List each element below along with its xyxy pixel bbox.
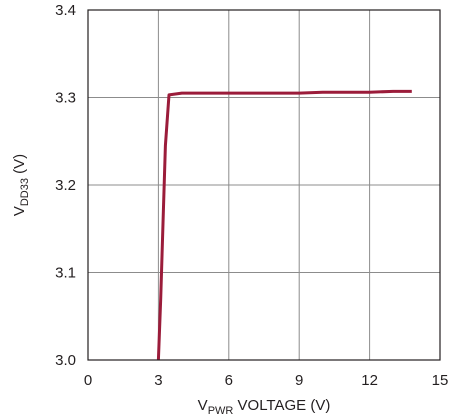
y-axis-title-sub: DD33 <box>19 178 31 206</box>
y-tick-label: 3.1 <box>55 265 76 282</box>
x-axis-title-main: V <box>198 397 208 414</box>
y-tick-label: 3.0 <box>55 352 76 369</box>
y-axis-ticks: 3.0 3.1 3.2 3.3 3.4 <box>55 2 76 369</box>
y-tick-label: 3.3 <box>55 90 76 107</box>
y-tick-label: 3.2 <box>55 177 76 194</box>
x-tick-label: 0 <box>84 372 92 389</box>
series-layer <box>156 89 412 361</box>
x-tick-label: 12 <box>361 372 378 389</box>
y-tick-label: 3.4 <box>55 2 76 19</box>
x-tick-label: 9 <box>295 372 303 389</box>
x-tick-label: 15 <box>432 372 449 389</box>
y-axis-title-main: V <box>11 206 28 216</box>
y-axis-title-rest: (V) <box>11 154 28 178</box>
x-axis-title-sub: PWR <box>208 405 234 417</box>
plot-frame <box>87 9 441 361</box>
x-tick-label: 6 <box>225 372 233 389</box>
x-axis-title-rest: VOLTAGE (V) <box>233 397 330 414</box>
x-tick-label: 3 <box>154 372 162 389</box>
grid <box>87 9 441 361</box>
x-axis-title: VPWR VOLTAGE (V) <box>198 397 331 417</box>
y-axis-title: VDD33 (V) <box>11 154 31 216</box>
x-axis-ticks: 0 3 6 9 12 15 <box>84 372 449 389</box>
series-line-0 <box>156 89 412 361</box>
